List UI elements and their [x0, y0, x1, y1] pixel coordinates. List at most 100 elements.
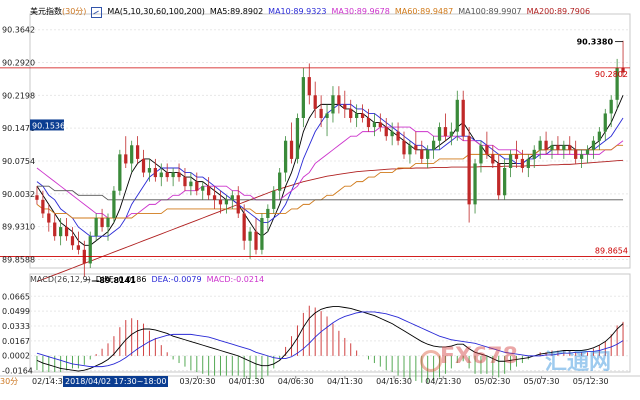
candle-body	[224, 199, 229, 205]
price-tick-label: 90.0754	[2, 157, 35, 166]
macd-legend-item: DEA:-0.0079	[151, 275, 202, 284]
price-tick-label: 90.1476	[2, 124, 35, 133]
candle-body	[195, 181, 199, 191]
symbol-name: 美元指数	[30, 7, 62, 16]
time-tick-label: 02/14:30	[32, 377, 68, 386]
time-tick-label: 03/20:30	[179, 377, 215, 386]
candle-body	[201, 186, 205, 191]
candle-body	[514, 154, 519, 159]
candle-body	[603, 113, 607, 132]
candle-body	[538, 140, 542, 150]
candle-body	[390, 131, 394, 137]
candle-body	[615, 68, 619, 100]
candle-body	[355, 113, 359, 118]
candle-body	[503, 168, 507, 196]
ma-legend-item: MA5:89.8902	[209, 7, 264, 16]
candle-body	[106, 218, 110, 228]
time-tick-label: 05/12:30	[573, 377, 609, 386]
candle-body	[414, 145, 418, 150]
candle-body	[473, 163, 477, 205]
candle-body	[242, 213, 246, 241]
candle-body	[544, 140, 548, 150]
ma-legend-item: MA100:89.9907	[458, 7, 522, 16]
candle-body	[562, 145, 566, 150]
candle-body	[76, 245, 81, 250]
candle-body	[384, 127, 388, 137]
time-tick-label: 04/11:30	[327, 377, 363, 386]
candle-body	[325, 113, 329, 118]
candle-body	[47, 213, 51, 223]
fx678-logo-icon	[420, 350, 442, 372]
candle-body	[520, 158, 525, 168]
price-panel-border	[29, 13, 631, 269]
macd-values: DIFF:-0.0186 DEA:-0.0079 MACD:-0.0214	[96, 274, 264, 286]
candle-body	[153, 168, 157, 178]
time-tick-label: 05/02:30	[474, 377, 510, 386]
hline-label: 90.2802	[595, 70, 628, 79]
crosshair-time-label: 2018/04/02 17:30~18:00	[63, 376, 169, 387]
candle-body	[491, 154, 495, 164]
candle-body	[159, 172, 163, 178]
current-price-label: 90.1536	[32, 121, 65, 130]
candle-body	[301, 77, 305, 118]
candles[interactable]	[35, 40, 625, 278]
ma30-line	[36, 126, 624, 219]
candle-body	[100, 218, 104, 228]
macd-tick-label: 0.0499	[2, 307, 30, 316]
candle-body	[266, 208, 270, 218]
candle-body	[183, 177, 187, 187]
candle-body	[455, 99, 459, 132]
candle-body	[591, 140, 596, 150]
candle-body	[254, 231, 258, 250]
candle-body	[319, 108, 323, 118]
ma-lines	[36, 95, 624, 246]
candle-body	[449, 131, 453, 137]
ma100-line	[36, 185, 624, 201]
candle-body	[579, 154, 584, 159]
candle-body	[467, 136, 471, 205]
candle-body	[236, 195, 240, 214]
price-tick-label: 89.8588	[2, 255, 35, 264]
candle-body	[396, 131, 400, 141]
candle-body	[402, 140, 406, 155]
price-axis: 90.3642 90.2920 90.2198 90.1476 90.0754 90.00…	[2, 26, 35, 265]
candle-body	[135, 145, 140, 159]
macd-axis: 0.0665 0.0499 0.0333 0.0167 0.0002 -0.0164	[2, 292, 33, 375]
ma-legend-item: MA30:89.9678	[331, 7, 390, 16]
candle-body	[35, 195, 39, 200]
candle-body	[88, 236, 92, 264]
ma-settings-icon[interactable]	[91, 7, 103, 18]
macd-tick-label: -0.0164	[2, 367, 33, 376]
candle-body	[556, 145, 560, 150]
candle-body	[479, 145, 483, 164]
candle-body	[461, 99, 465, 137]
candle-body	[41, 199, 45, 214]
ma-params: MA(5,10,30,60,100,200)	[107, 7, 205, 16]
dea-line	[36, 311, 624, 368]
candle-body	[349, 108, 353, 118]
ma200-line	[36, 159, 624, 283]
ma200-line-group	[36, 159, 624, 283]
candle-body	[372, 122, 377, 128]
candle-body	[431, 140, 436, 150]
macd-tick-label: 0.0167	[2, 337, 30, 346]
ma-legend-item: MA10:89.9323	[268, 7, 327, 16]
macd-legend-item: MACD:-0.0214	[206, 275, 265, 284]
candle-body	[360, 113, 365, 118]
period-tab[interactable]: 30分	[0, 377, 19, 386]
time-tick-label: 04/21:30	[425, 377, 461, 386]
candle-body	[207, 186, 211, 196]
time-tick-label: 04/16:30	[376, 377, 412, 386]
grid	[30, 29, 630, 260]
price-tick-label: 90.2198	[2, 91, 35, 100]
candle-body	[248, 231, 252, 241]
candle-body	[574, 149, 578, 159]
candle-body	[94, 218, 98, 237]
candle-body	[171, 172, 175, 178]
candle-body	[378, 122, 382, 128]
fx678-watermark: FX678	[440, 344, 518, 369]
candle-body	[283, 140, 288, 173]
candle-body	[64, 227, 69, 237]
ma60-line	[36, 144, 624, 219]
